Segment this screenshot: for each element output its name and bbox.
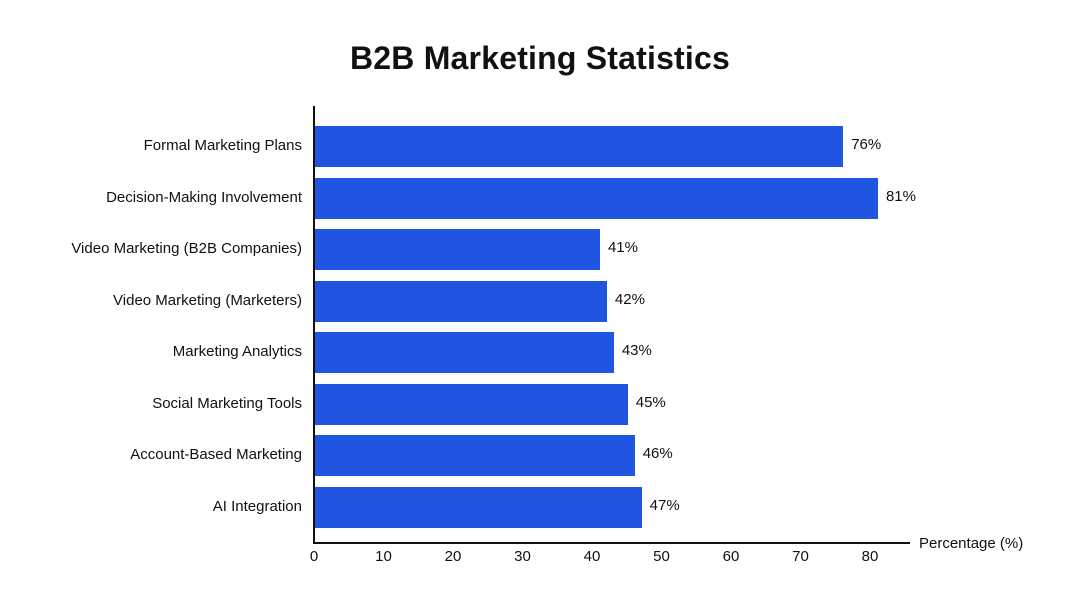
category-label: Video Marketing (Marketers) xyxy=(113,291,302,309)
category-label: Account-Based Marketing xyxy=(130,446,302,463)
x-axis-line xyxy=(313,542,910,544)
x-tick-label: 0 xyxy=(309,548,319,565)
category-label: AI Integration xyxy=(212,497,302,515)
category-label: Formal Marketing Plans xyxy=(143,137,302,154)
bar xyxy=(315,332,614,373)
value-label: 42% xyxy=(614,290,645,308)
bar xyxy=(315,435,635,476)
x-tick-label: 30 xyxy=(514,548,531,565)
value-label: 45% xyxy=(635,393,666,411)
chart-title: B2B Marketing Statistics xyxy=(349,40,731,76)
value-label: 43% xyxy=(621,342,652,359)
bar xyxy=(315,229,600,270)
x-tick-label: 40 xyxy=(583,548,601,565)
x-tick-label: 70 xyxy=(792,548,809,565)
x-tick-label: 10 xyxy=(375,548,392,565)
x-axis-label: Percentage (%) xyxy=(919,535,1024,552)
value-label: 47% xyxy=(649,496,680,514)
x-tick-label: 60 xyxy=(722,548,740,565)
bar xyxy=(315,126,844,167)
value-label: 46% xyxy=(642,445,673,462)
bar xyxy=(315,383,628,425)
y-axis-line xyxy=(313,106,315,543)
value-label: 41% xyxy=(607,239,638,256)
category-label: Marketing Analytics xyxy=(172,343,302,360)
category-label: Decision-Making Involvement xyxy=(106,188,302,206)
x-tick-label: 50 xyxy=(653,548,670,565)
category-label: Social Marketing Tools xyxy=(152,394,302,412)
bar xyxy=(315,177,878,219)
bar xyxy=(315,486,642,528)
category-label: Video Marketing (B2B Companies) xyxy=(71,240,302,257)
value-label: 76% xyxy=(851,136,882,153)
x-tick-label: 20 xyxy=(444,548,462,565)
x-tick-label: 80 xyxy=(861,548,879,565)
value-label: 81% xyxy=(885,187,916,205)
bar xyxy=(315,280,607,322)
